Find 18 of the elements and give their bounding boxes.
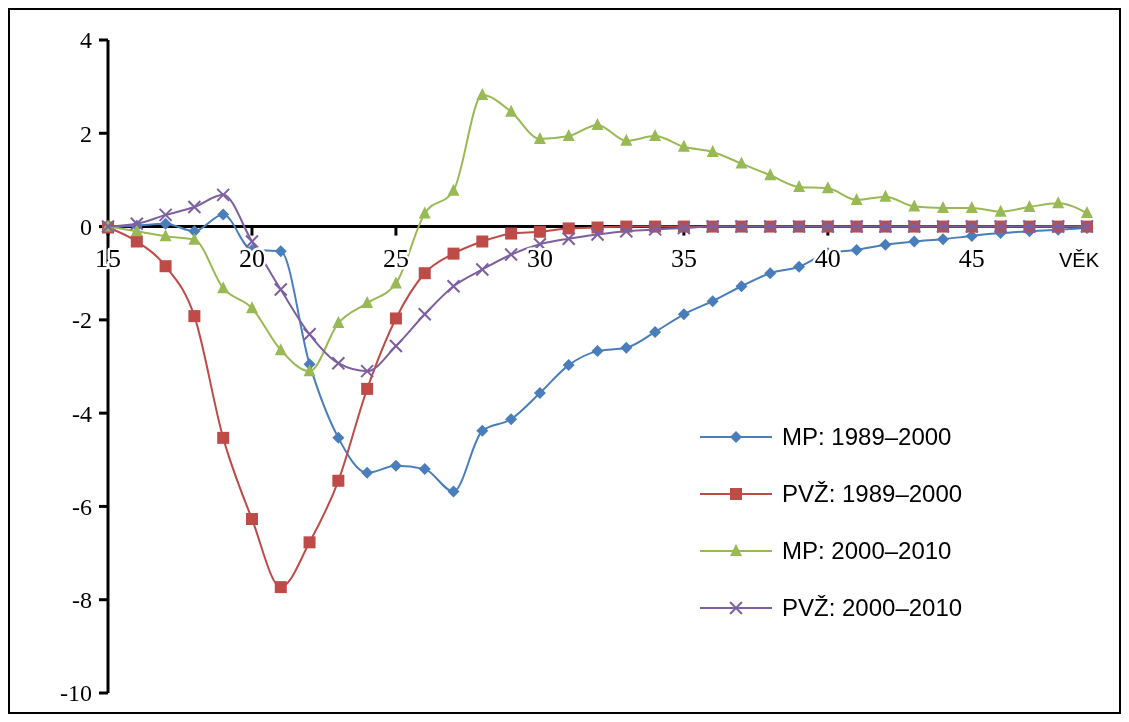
x-tick-label: 45 <box>958 243 985 273</box>
x-tick-label: 35 <box>670 243 697 273</box>
x-tick-label: 30 <box>526 243 553 273</box>
y-tick-label: 0 <box>80 213 92 240</box>
legend-label: PVŽ: 1989–2000 <box>782 480 963 508</box>
y-tick-label: -6 <box>72 493 92 520</box>
legend-label: MP: 1989–2000 <box>782 423 952 451</box>
legend-label: PVŽ: 2000–2010 <box>782 594 963 622</box>
x-axis-title: VĚK <box>1058 248 1100 271</box>
y-tick-label: -4 <box>72 400 92 427</box>
y-tick-label: 2 <box>80 120 92 147</box>
legend-label: MP: 2000–2010 <box>782 537 952 565</box>
y-tick-label: 4 <box>80 27 92 54</box>
y-tick-label: -2 <box>72 307 92 334</box>
x-tick-label: 20 <box>238 243 265 273</box>
y-tick-label: -10 <box>60 680 92 707</box>
x-tick-label: 25 <box>382 243 409 273</box>
y-tick-label: -8 <box>72 587 92 614</box>
